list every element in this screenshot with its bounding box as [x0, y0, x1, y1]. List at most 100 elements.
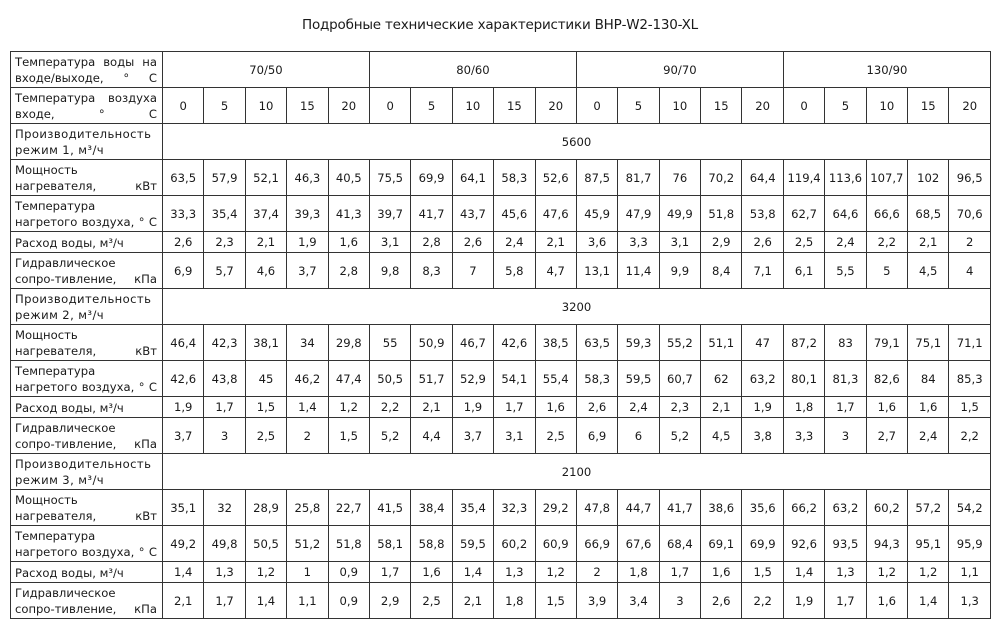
- value-cell: 67,6: [617, 525, 660, 562]
- value-cell: 49,8: [203, 525, 246, 562]
- value-cell: 3,7: [161, 417, 205, 454]
- table-row: Расход воды, м³/ч 1,4 1,3 1,2 1 0,9 1,7 1,6 1,4 1…: [10, 561, 991, 583]
- value-cell: 1,9: [286, 231, 329, 253]
- value-cell: 51,1: [700, 324, 743, 361]
- value-cell: 95,1: [907, 525, 950, 562]
- capacity-value: 3200: [162, 288, 991, 325]
- value-cell: 1,3: [493, 561, 536, 583]
- value-cell: 2,1: [700, 396, 743, 418]
- value-cell: 58,3: [493, 159, 536, 196]
- value-cell: 54,2: [948, 489, 991, 526]
- value-cell: 1,4: [451, 561, 495, 583]
- value-cell: 69,9: [410, 159, 453, 196]
- value-cell: 1,1: [948, 561, 991, 583]
- row-label: Гидравлическое сопро-тивление, кПа: [10, 582, 163, 619]
- value-cell: 3,6: [575, 231, 619, 253]
- value-cell: 8,3: [410, 252, 453, 289]
- value-cell: 2,1: [534, 231, 577, 253]
- value-cell: 2,6: [161, 231, 205, 253]
- value-cell: 1,4: [244, 582, 288, 619]
- value-cell: 81,3: [824, 360, 867, 397]
- value-cell: 41,7: [410, 195, 453, 232]
- row-label: Гидравлическое сопро-тивление, кПа: [10, 417, 163, 454]
- mode-label: Производительность режим 1, м³/ч: [10, 123, 163, 160]
- value-cell: 29,8: [327, 324, 370, 361]
- value-cell: 40,5: [327, 159, 370, 196]
- table-row: Гидравлическое сопро-тивление, кПа 3,7 3 2,…: [10, 417, 991, 454]
- air-temp-cell: 15: [907, 87, 950, 124]
- table-row: Температура нагретого воздуха, ° С 33,3 35…: [10, 195, 991, 232]
- value-cell: 2,3: [658, 396, 702, 418]
- value-cell: 1,5: [327, 417, 370, 454]
- value-cell: 54,1: [493, 360, 536, 397]
- row-label: Расход воды, м³/ч: [10, 561, 163, 583]
- value-cell: 35,4: [203, 195, 246, 232]
- value-cell: 85,3: [948, 360, 991, 397]
- value-cell: 2,2: [865, 231, 909, 253]
- value-cell: 59,3: [617, 324, 660, 361]
- value-cell: 2,3: [203, 231, 246, 253]
- value-cell: 63,5: [161, 159, 205, 196]
- row-label: Расход воды, м³/ч: [10, 396, 163, 418]
- value-cell: 2,4: [617, 396, 660, 418]
- value-cell: 1,2: [907, 561, 950, 583]
- value-cell: 45,6: [493, 195, 536, 232]
- value-cell: 1,4: [286, 396, 329, 418]
- value-cell: 1,2: [865, 561, 909, 583]
- value-cell: 60,2: [493, 525, 536, 562]
- value-cell: 2,8: [327, 252, 370, 289]
- value-cell: 66,6: [865, 195, 909, 232]
- value-cell: 1,9: [161, 396, 205, 418]
- water-temp-group: 130/90: [782, 51, 992, 88]
- value-cell: 43,7: [451, 195, 495, 232]
- row-label: Мощность нагревателя, кВт: [10, 489, 163, 526]
- water-temp-row: Температура воды на входе/выходе, ° С 70/…: [10, 51, 992, 88]
- value-cell: 37,4: [244, 195, 288, 232]
- value-cell: 2,6: [451, 231, 495, 253]
- value-cell: 39,3: [286, 195, 329, 232]
- value-cell: 1,6: [907, 396, 950, 418]
- value-cell: 1,2: [327, 396, 370, 418]
- row-label: Температура нагретого воздуха, ° С: [10, 525, 163, 562]
- value-cell: 2,5: [410, 582, 453, 619]
- value-cell: 55,2: [658, 324, 702, 361]
- value-cell: 4,7: [534, 252, 577, 289]
- value-cell: 28,9: [244, 489, 288, 526]
- value-cell: 1,5: [244, 396, 288, 418]
- value-cell: 55: [368, 324, 412, 361]
- value-cell: 1,5: [534, 582, 577, 619]
- value-cell: 58,1: [368, 525, 412, 562]
- value-cell: 119,4: [782, 159, 826, 196]
- value-cell: 3,1: [493, 417, 536, 454]
- value-cell: 1,6: [865, 582, 909, 619]
- value-cell: 63,2: [824, 489, 867, 526]
- table-row: Температура нагретого воздуха, ° С 42,6 43…: [10, 360, 991, 397]
- value-cell: 29,2: [534, 489, 577, 526]
- value-cell: 1,5: [948, 396, 991, 418]
- value-cell: 51,8: [700, 195, 743, 232]
- value-cell: 0,9: [327, 561, 370, 583]
- value-cell: 64,6: [824, 195, 867, 232]
- value-cell: 49,2: [161, 525, 205, 562]
- value-cell: 42,6: [161, 360, 205, 397]
- mode-label: Производительность режим 3, м³/ч: [10, 453, 163, 490]
- value-cell: 2,9: [700, 231, 743, 253]
- value-cell: 107,7: [865, 159, 909, 196]
- value-cell: 7: [451, 252, 495, 289]
- value-cell: 33,3: [161, 195, 205, 232]
- value-cell: 6,1: [782, 252, 826, 289]
- value-cell: 46,3: [286, 159, 329, 196]
- value-cell: 68,5: [907, 195, 950, 232]
- air-temp-cell: 20: [327, 87, 370, 124]
- value-cell: 2,1: [907, 231, 950, 253]
- value-cell: 3: [658, 582, 702, 619]
- value-cell: 3,4: [617, 582, 660, 619]
- value-cell: 63,5: [575, 324, 619, 361]
- capacity-row: Производительность режим 2, м³/ч 3200: [10, 288, 991, 325]
- value-cell: 1,4: [782, 561, 826, 583]
- value-cell: 60,2: [865, 489, 909, 526]
- value-cell: 1,7: [493, 396, 536, 418]
- value-cell: 79,1: [865, 324, 909, 361]
- value-cell: 1,4: [907, 582, 950, 619]
- value-cell: 2,9: [368, 582, 412, 619]
